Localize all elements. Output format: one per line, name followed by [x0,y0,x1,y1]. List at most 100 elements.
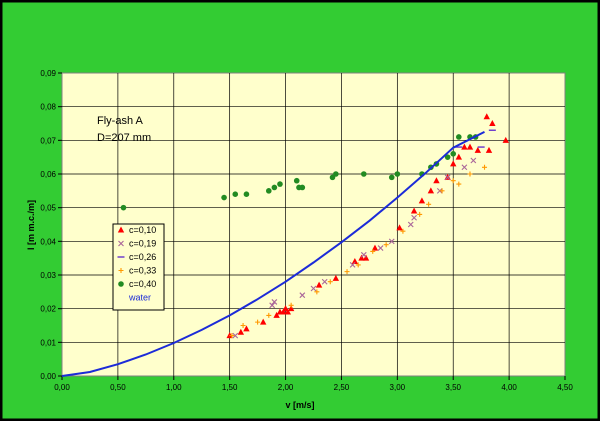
water-curve [61,131,485,377]
data-point [470,157,477,164]
data-point [377,245,384,251]
data-point [474,146,482,153]
legend-label: c=0,26 [129,252,156,262]
data-point [456,134,462,140]
series-0 [226,113,509,339]
data-point [327,279,333,285]
legend-items: c=0,10 c=0,19 c=0,26 c=0,33 c=0,40 water [117,225,156,303]
x-tick-label: 0,00 [54,383,70,392]
data-point [349,262,356,268]
legend-marker [118,268,124,273]
chart-annotation-line-2: D=207 mm [97,132,151,144]
y-axis-title: I [m m.c./m] [26,200,36,250]
series-3 [229,164,488,339]
data-point [299,184,306,191]
data-point [485,146,493,153]
legend-label: c=0,33 [129,266,156,276]
legend-label: water [128,293,151,303]
data-point [332,274,340,281]
data-point [358,254,365,261]
data-point [383,242,389,248]
data-point [455,153,463,160]
data-point [433,177,440,184]
data-point [265,188,272,194]
data-point [351,258,359,265]
series-5 [61,131,485,377]
data-point [444,174,451,181]
x-tick-label: 3,00 [390,383,406,392]
data-point [450,151,457,157]
y-tick-label: 0,00 [40,372,56,381]
data-point [467,171,473,177]
chart-annotation-line-1: Fly-ash A [97,115,144,127]
y-tick-label: 0,08 [40,103,56,112]
x-tick-label: 0,50 [110,383,126,392]
y-tick-label: 0,05 [40,204,56,213]
data-point [344,269,350,275]
x-tick-label: 1,00 [166,383,182,392]
data-point [282,305,289,312]
data-point [461,143,468,150]
data-point [394,171,401,177]
x-axis-title: v [m/s] [285,400,314,410]
data-point [370,248,376,254]
data-point [439,188,445,194]
data-point [489,120,496,126]
y-tick-label: 0,01 [40,338,56,347]
data-point [410,207,418,214]
data-point [243,191,250,197]
data-point [240,323,246,328]
data-point [461,164,468,171]
data-point [284,308,291,315]
data-point [427,187,435,194]
data-point [417,211,423,217]
data-point [418,197,426,204]
data-point [243,325,250,332]
data-point [221,194,227,201]
data-point [271,299,278,305]
legend-marker [118,281,124,287]
data-point [280,308,287,315]
data-series [61,113,509,377]
data-point [360,251,367,258]
x-tick-labels: 0,00 0,50 1,00 1,50 2,00 2,50 3,00 3,50 4,00 4,50 [54,376,573,392]
data-point [299,292,306,299]
data-point [271,184,278,191]
data-point [232,332,239,339]
data-point [482,164,488,170]
legend-marker [118,240,124,247]
data-point [450,160,457,167]
y-tick-label: 0,04 [40,237,56,246]
data-point [444,154,451,160]
data-point [237,328,245,335]
y-tick-label: 0,03 [40,271,56,280]
x-tick-label: 1,50 [222,383,238,392]
legend-label: c=0,10 [129,225,156,235]
data-point [456,181,462,187]
data-point [355,262,361,268]
x-tick-label: 3,50 [445,383,461,392]
y-tick-label: 0,06 [40,170,56,179]
data-point [361,171,367,177]
data-point [371,244,379,251]
x-tick-label: 2,50 [334,383,350,392]
data-point [229,333,235,339]
data-point [411,214,417,221]
data-point [232,191,239,197]
data-point [314,289,320,295]
data-point [293,177,300,184]
data-point [310,285,317,292]
data-point [388,174,395,181]
data-point [255,319,261,325]
data-point [502,136,509,143]
data-point [120,204,127,211]
series-1 [232,157,477,339]
x-tick-label: 4,00 [501,383,517,392]
legend-box [112,223,165,311]
legend-label: c=0,40 [129,279,156,289]
data-point [321,278,328,285]
data-point [260,318,267,325]
legend: c=0,10 c=0,19 c=0,26 c=0,33 c=0,40 water [112,223,165,311]
data-point [288,302,294,308]
